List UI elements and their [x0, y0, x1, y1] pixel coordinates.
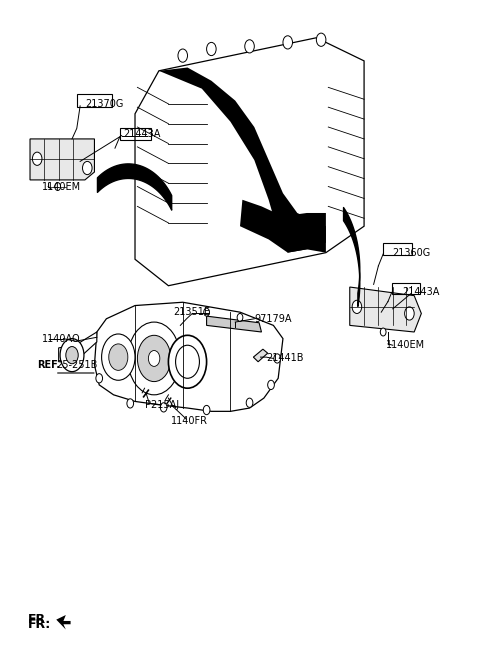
Circle shape — [55, 183, 60, 191]
Circle shape — [60, 339, 84, 372]
Circle shape — [96, 374, 103, 383]
Text: 21443A: 21443A — [402, 288, 440, 297]
Circle shape — [380, 328, 386, 336]
Circle shape — [178, 49, 188, 62]
Text: 21360G: 21360G — [393, 248, 431, 258]
Text: 1140EM: 1140EM — [385, 340, 425, 350]
Circle shape — [246, 398, 253, 408]
Circle shape — [33, 152, 42, 165]
Circle shape — [176, 345, 199, 378]
Text: 21370G: 21370G — [85, 99, 123, 109]
Polygon shape — [95, 302, 283, 411]
Circle shape — [316, 33, 326, 46]
Text: 1140EM: 1140EM — [42, 181, 81, 191]
Circle shape — [66, 347, 78, 364]
Circle shape — [206, 42, 216, 56]
Text: FR.: FR. — [28, 618, 51, 631]
Circle shape — [160, 403, 167, 412]
Circle shape — [83, 161, 92, 175]
Text: P215AJ: P215AJ — [144, 400, 179, 410]
Bar — [392, 283, 420, 293]
Circle shape — [268, 380, 275, 390]
Circle shape — [352, 300, 362, 313]
Text: FR.: FR. — [28, 613, 51, 626]
Text: 21441B: 21441B — [266, 353, 304, 363]
Circle shape — [245, 40, 254, 53]
Circle shape — [204, 308, 209, 316]
Circle shape — [109, 344, 128, 371]
Polygon shape — [240, 200, 326, 253]
Polygon shape — [253, 349, 268, 362]
Circle shape — [148, 351, 160, 367]
Circle shape — [168, 335, 206, 388]
Text: 1140AO: 1140AO — [42, 333, 81, 343]
Text: 1140FR: 1140FR — [171, 416, 208, 426]
Circle shape — [283, 36, 292, 49]
Text: 25-251B: 25-251B — [56, 360, 97, 370]
Text: 21351E: 21351E — [173, 307, 210, 317]
Polygon shape — [30, 139, 95, 180]
Text: 21443A: 21443A — [123, 129, 160, 139]
Circle shape — [405, 307, 414, 320]
Polygon shape — [350, 287, 421, 332]
Polygon shape — [206, 316, 262, 332]
Text: 97179A: 97179A — [254, 314, 292, 324]
Circle shape — [102, 334, 135, 380]
Bar — [120, 127, 151, 139]
Polygon shape — [135, 38, 364, 286]
Circle shape — [237, 313, 243, 321]
Circle shape — [137, 335, 171, 382]
Bar — [76, 94, 112, 107]
Circle shape — [274, 354, 281, 363]
Polygon shape — [159, 68, 326, 253]
Text: REF.: REF. — [37, 360, 60, 370]
Polygon shape — [59, 332, 97, 362]
Circle shape — [203, 406, 210, 414]
Polygon shape — [56, 615, 71, 629]
Circle shape — [128, 322, 180, 395]
Circle shape — [127, 399, 133, 408]
Bar — [383, 244, 412, 255]
